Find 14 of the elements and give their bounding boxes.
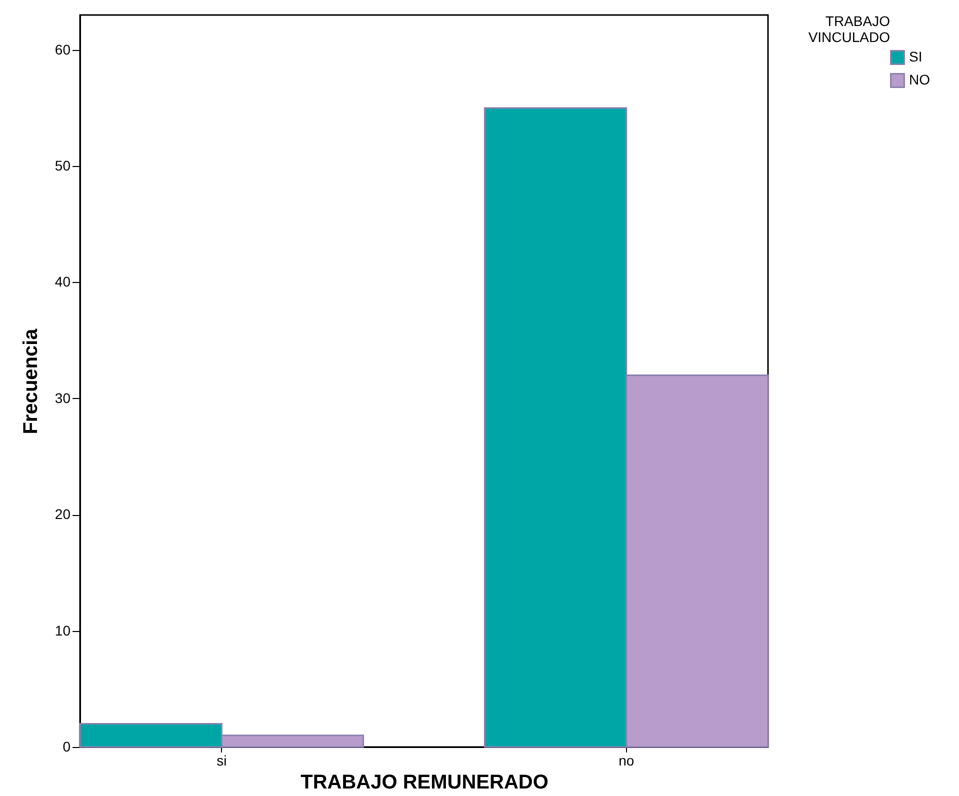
y-tick-label: 10 xyxy=(54,622,71,638)
legend-label: SI xyxy=(909,48,922,64)
legend-title: TRABAJO VINCULADO xyxy=(808,13,890,45)
x-tick-label: no xyxy=(618,752,634,768)
x-tick-label: si xyxy=(216,752,227,768)
y-tick-label: 0 xyxy=(62,738,71,754)
y-tick-label: 30 xyxy=(54,390,71,406)
x-axis-title: TRABAJO REMUNERADO xyxy=(300,772,548,794)
y-tick-label: 40 xyxy=(54,274,71,290)
y-tick-label: 20 xyxy=(54,506,71,522)
legend-label: NO xyxy=(909,72,930,88)
y-tick-label: 50 xyxy=(54,158,71,174)
y-axis-title: Frecuencia xyxy=(20,328,42,434)
y-tick-label: 60 xyxy=(54,41,71,58)
